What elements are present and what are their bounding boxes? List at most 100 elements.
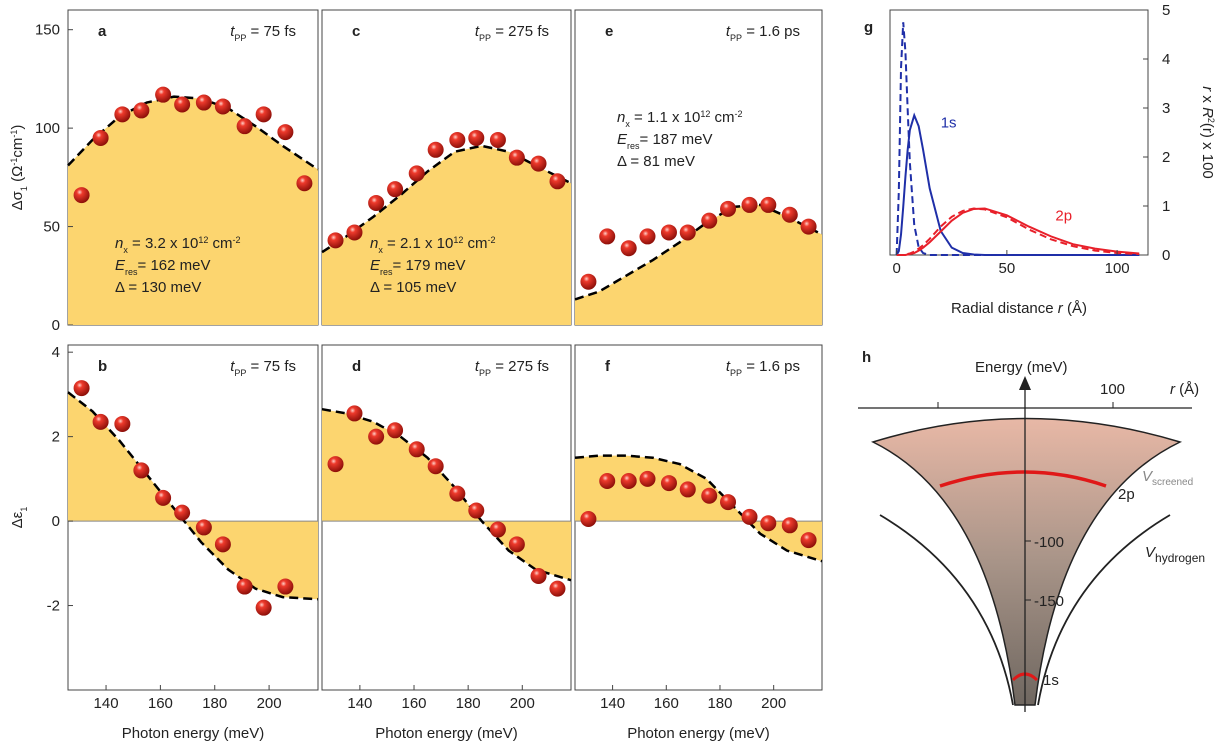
x-tick-label: 160: [402, 695, 427, 712]
data-point: [155, 86, 172, 103]
y-axis-label: r x R2(r) x 100: [1199, 86, 1216, 179]
text-part: (Å): [1063, 300, 1087, 317]
text-part: t: [230, 23, 235, 40]
fit-parameter: Eres= 162 meV: [115, 257, 211, 277]
fit-parameter: Δ = 130 meV: [115, 279, 201, 296]
fit-parameter: Eres= 179 meV: [370, 257, 466, 277]
data-point: [639, 228, 656, 245]
text-part: R: [1199, 107, 1216, 118]
text-part: res: [627, 141, 640, 151]
text-part: = 275 fs: [491, 358, 549, 375]
data-point: [679, 224, 696, 241]
x-tick-label: 140: [347, 695, 372, 712]
text-part: = 3.2 x 10: [128, 235, 198, 252]
text-part: (r): [1199, 123, 1216, 138]
y-tick-label: 0: [52, 513, 60, 530]
text-part: n: [617, 109, 625, 126]
text-part: PP: [234, 33, 246, 43]
v-screened-label: Vscreened: [1142, 468, 1193, 488]
data-point: [508, 536, 525, 553]
data-point: [133, 102, 150, 119]
data-point: [427, 141, 444, 158]
text-part: x: [625, 119, 630, 129]
v-var: V: [1142, 468, 1154, 485]
text-part: t: [475, 23, 480, 40]
data-point: [489, 131, 506, 148]
data-point: [530, 567, 547, 584]
v-sub: screened: [1152, 477, 1193, 488]
data-point: [195, 94, 212, 111]
state-1s-label: 1s: [1043, 672, 1059, 689]
x-tick-label: 200: [761, 695, 786, 712]
annotation: tPP = 275 fs: [475, 23, 549, 43]
state-2p-label: 2p: [1118, 486, 1135, 503]
text-part: res: [125, 267, 138, 277]
data-point: [277, 578, 294, 595]
text-part: -1: [9, 130, 19, 138]
text-part: = 1.6 ps: [742, 358, 800, 375]
energy-tick-label: -150: [1034, 593, 1064, 610]
x-axis-label: Photon energy (meV): [375, 725, 518, 742]
data-point: [346, 224, 363, 241]
fit-area: [322, 145, 571, 325]
x-tick-label: 140: [600, 695, 625, 712]
y-tick-label: 4: [52, 344, 60, 361]
fit-parameter: Eres= 187 meV: [617, 131, 713, 151]
fit-parameter: nx = 2.1 x 1012 cm-2: [370, 235, 496, 255]
text-part: x: [378, 245, 383, 255]
text-part: = 179 meV: [393, 257, 466, 274]
data-point: [760, 196, 777, 213]
y-axis-label: Δσ1 (Ω-1cm-1): [9, 125, 29, 211]
text-part: -1: [9, 158, 19, 166]
r-axis-label: r (Å): [1170, 381, 1199, 398]
annotation: tPP = 75 fs: [230, 23, 296, 43]
data-point: [174, 96, 191, 113]
data-point: [449, 485, 466, 502]
data-point: [368, 428, 385, 445]
x-tick-label: 160: [148, 695, 173, 712]
annotation: tPP = 1.6 ps: [726, 23, 800, 43]
text-part: Δ = 130 meV: [115, 279, 201, 296]
text-part: res: [380, 267, 393, 277]
text-part: 1: [19, 507, 29, 512]
y-tick-label: 50: [43, 219, 60, 236]
text-part: 2: [1206, 118, 1216, 123]
data-point: [508, 149, 525, 166]
text-part: -2: [488, 235, 496, 245]
data-point: [387, 181, 404, 198]
x-axis-label: Radial distance r (Å): [951, 300, 1087, 317]
text-part: = 2.1 x 10: [383, 235, 453, 252]
y-tick-label: 5: [1162, 2, 1170, 19]
data-point: [760, 515, 777, 532]
fit-area: [322, 409, 571, 581]
text-part: x 100: [1199, 138, 1216, 179]
fit-parameter: Δ = 105 meV: [370, 279, 456, 296]
data-point: [73, 380, 90, 397]
data-point: [236, 578, 253, 595]
text-part: 1: [19, 186, 29, 191]
curve: [896, 207, 1140, 256]
fit-area: [575, 204, 822, 325]
text-part: t: [726, 23, 731, 40]
x-tick-label: 180: [456, 695, 481, 712]
text-part: Δσ: [9, 190, 26, 210]
fit-line: [67, 391, 319, 601]
text-part: 12: [453, 235, 463, 245]
y-tick-label: 100: [35, 120, 60, 137]
y-axis-label: Δε1: [9, 507, 29, 529]
data-point: [408, 165, 425, 182]
fit-area: [575, 455, 822, 562]
data-point: [549, 173, 566, 190]
diagram-h: h Energy (meV) 100 r (Å) -100 -150 Vscre…: [858, 349, 1205, 712]
data-point: [387, 422, 404, 439]
text-part: (Ω: [9, 166, 26, 186]
fit-area: [68, 392, 318, 600]
x-axis-label: Photon energy (meV): [122, 725, 265, 742]
data-point: [368, 194, 385, 211]
text-part: PP: [730, 33, 742, 43]
data-point: [701, 487, 718, 504]
y-tick-label: -2: [47, 598, 60, 615]
text-part: r: [1199, 86, 1216, 92]
data-point: [155, 489, 172, 506]
data-point: [114, 415, 131, 432]
